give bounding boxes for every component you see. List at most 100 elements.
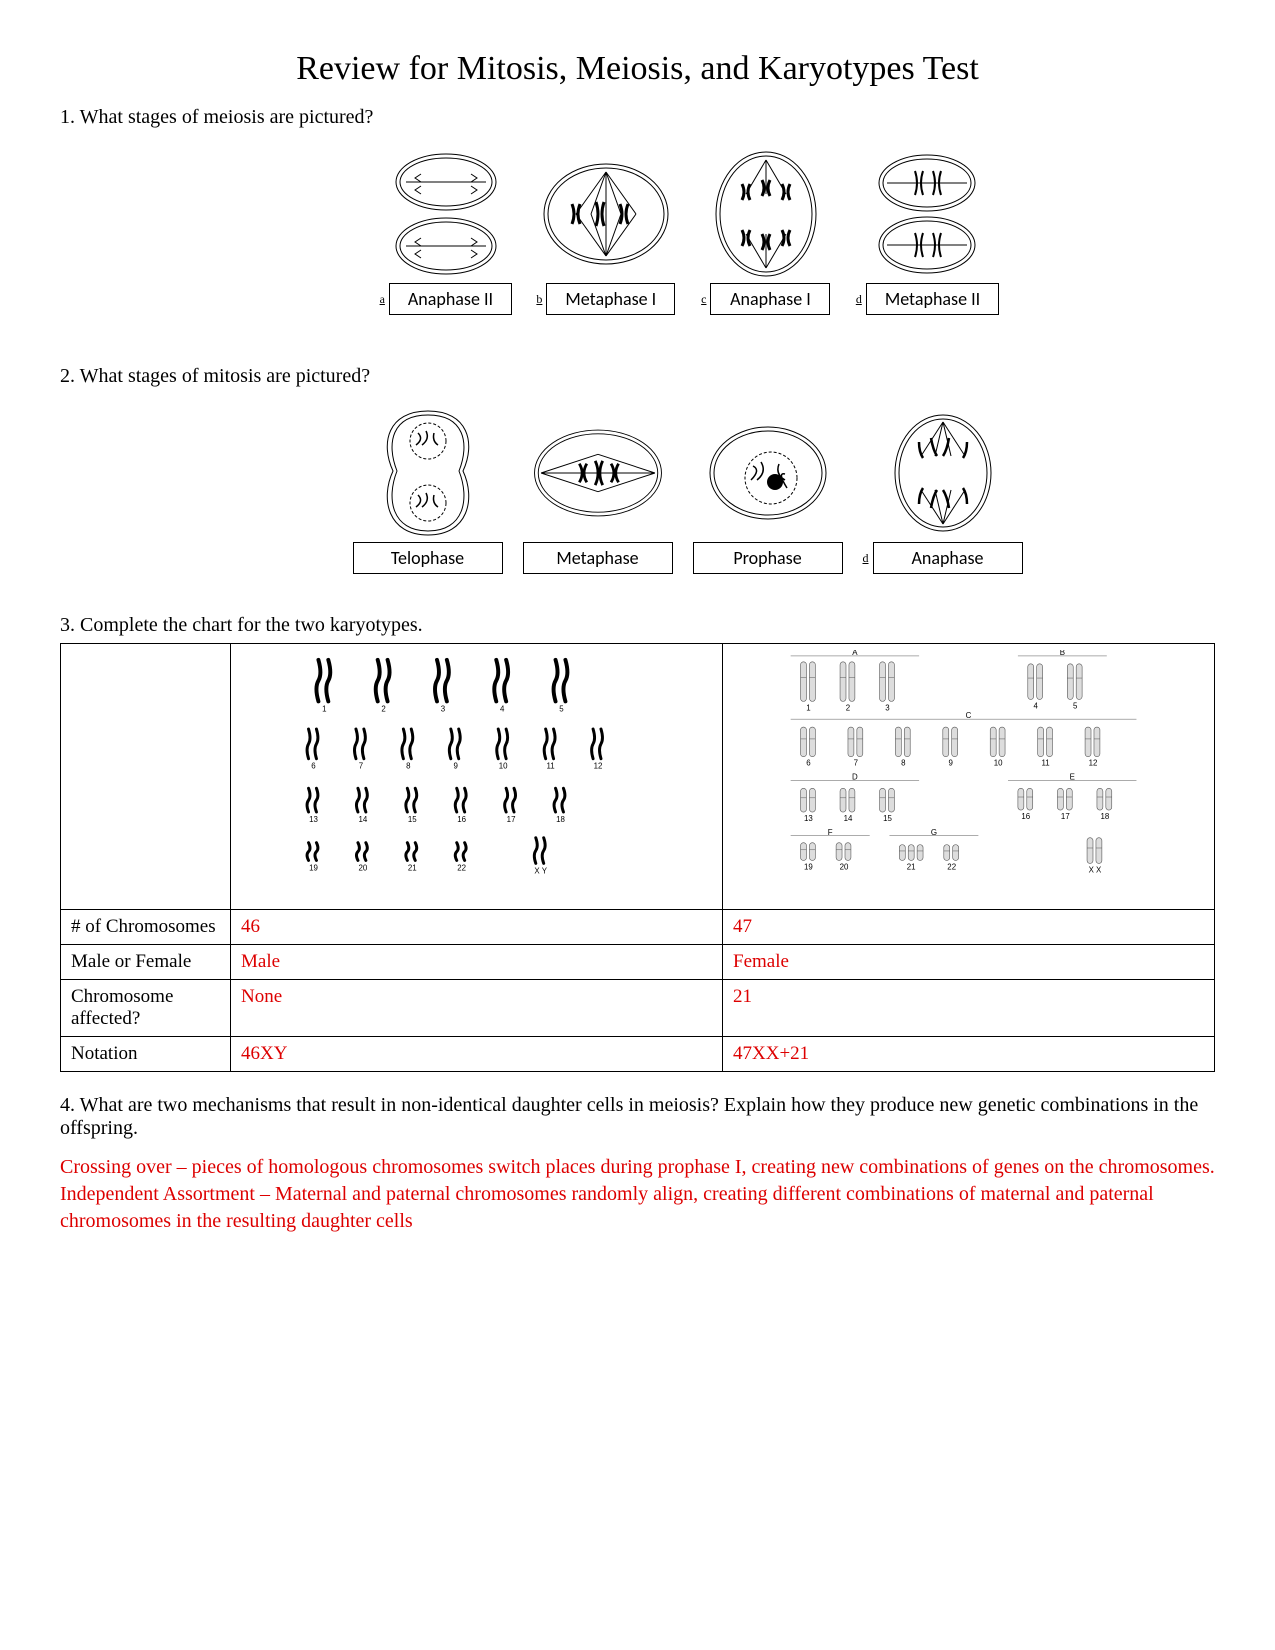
svg-text:9: 9 bbox=[949, 759, 954, 768]
q2-answer-a: Telophase bbox=[353, 542, 503, 574]
q2-answer-b: Metaphase bbox=[523, 542, 673, 574]
cell-diagram-telophase bbox=[358, 408, 498, 538]
svg-text:20: 20 bbox=[358, 863, 367, 872]
svg-text:D: D bbox=[852, 772, 858, 781]
row-label-chromcount: # of Chromosomes bbox=[61, 910, 231, 945]
svg-text:10: 10 bbox=[994, 759, 1003, 768]
karyotype-image-1: 12345678910111213141516171819202122X Y bbox=[231, 644, 723, 910]
svg-text:18: 18 bbox=[556, 815, 565, 824]
notation-1: 46XY bbox=[231, 1037, 723, 1072]
cell-diagram-metaphase2 bbox=[857, 149, 997, 279]
svg-text:X X: X X bbox=[1089, 865, 1102, 874]
svg-text:21: 21 bbox=[408, 863, 417, 872]
svg-text:10: 10 bbox=[499, 762, 508, 771]
svg-text:F: F bbox=[828, 828, 833, 837]
question-4-prompt: 4. What are two mechanisms that result i… bbox=[60, 1094, 1215, 1140]
cell-diagram-anaphase bbox=[873, 408, 1013, 538]
row-label-sex: Male or Female bbox=[61, 945, 231, 980]
svg-text:16: 16 bbox=[457, 815, 466, 824]
svg-text:21: 21 bbox=[907, 862, 916, 871]
table-row: # of Chromosomes 46 47 bbox=[61, 910, 1215, 945]
svg-text:13: 13 bbox=[309, 815, 318, 824]
svg-text:4: 4 bbox=[500, 704, 505, 713]
svg-text:2: 2 bbox=[846, 703, 850, 712]
row-label-affected: Chromosome affected? bbox=[61, 980, 231, 1037]
svg-text:5: 5 bbox=[559, 704, 564, 713]
svg-text:13: 13 bbox=[804, 814, 813, 823]
question-3-prompt: 3. Complete the chart for the two karyot… bbox=[60, 614, 1215, 637]
q1-cell-b: b Metaphase I bbox=[536, 149, 676, 315]
karyotype-image-2: 123A45B6789101112C131415D161718E1920F212… bbox=[723, 644, 1215, 910]
svg-text:12: 12 bbox=[594, 762, 603, 771]
question-1-prompt: 1. What stages of meiosis are pictured? bbox=[60, 106, 1215, 129]
karyotype2-svg: 123A45B6789101112C131415D161718E1920F212… bbox=[733, 650, 1204, 897]
table-row: Male or Female Male Female bbox=[61, 945, 1215, 980]
table-row: 12345678910111213141516171819202122X Y 1… bbox=[61, 644, 1215, 910]
sex-1: Male bbox=[231, 945, 723, 980]
svg-text:17: 17 bbox=[1061, 812, 1070, 821]
q2-cell-row: Telophase bbox=[160, 408, 1215, 574]
svg-text:B: B bbox=[1060, 650, 1065, 657]
svg-text:22: 22 bbox=[947, 862, 956, 871]
svg-text:3: 3 bbox=[441, 704, 446, 713]
svg-text:20: 20 bbox=[840, 862, 849, 871]
q1-cell-c: c Anaphase I bbox=[696, 149, 836, 315]
q1-letter-c: c bbox=[701, 292, 706, 307]
row-label-notation: Notation bbox=[61, 1037, 231, 1072]
svg-text:9: 9 bbox=[454, 762, 459, 771]
q2-cell-c: Prophase bbox=[693, 408, 843, 574]
cell-diagram-prophase bbox=[698, 408, 838, 538]
karyotype-row-header-blank bbox=[61, 644, 231, 910]
svg-text:5: 5 bbox=[1073, 701, 1078, 710]
karyotype-table: 12345678910111213141516171819202122X Y 1… bbox=[60, 643, 1215, 1072]
q2-cell-a: Telophase bbox=[353, 408, 503, 574]
q1-answer-a: Anaphase II bbox=[389, 283, 512, 315]
worksheet-page: Review for Mitosis, Meiosis, and Karyoty… bbox=[0, 0, 1275, 1285]
svg-text:1: 1 bbox=[322, 704, 326, 713]
q1-cell-a: a Anaphase II bbox=[376, 149, 516, 315]
cell-diagram-metaphase bbox=[528, 408, 668, 538]
affected-2: 21 bbox=[723, 980, 1215, 1037]
svg-text:16: 16 bbox=[1021, 812, 1030, 821]
svg-text:14: 14 bbox=[844, 814, 853, 823]
table-row: Chromosome affected? None 21 bbox=[61, 980, 1215, 1037]
svg-text:2: 2 bbox=[381, 704, 385, 713]
svg-text:18: 18 bbox=[1100, 812, 1109, 821]
svg-text:4: 4 bbox=[1033, 701, 1038, 710]
q1-answer-b: Metaphase I bbox=[546, 283, 675, 315]
svg-text:8: 8 bbox=[406, 762, 411, 771]
svg-text:C: C bbox=[966, 711, 972, 720]
cell-diagram-anaphase2 bbox=[376, 149, 516, 279]
svg-text:7: 7 bbox=[854, 759, 858, 768]
svg-text:6: 6 bbox=[311, 762, 316, 771]
q1-answer-d: Metaphase II bbox=[866, 283, 999, 315]
karyotype1-svg: 12345678910111213141516171819202122X Y bbox=[241, 650, 712, 897]
svg-text:17: 17 bbox=[507, 815, 516, 824]
question-2-prompt: 2. What stages of mitosis are pictured? bbox=[60, 365, 1215, 388]
svg-text:X Y: X Y bbox=[534, 866, 547, 875]
svg-text:1: 1 bbox=[806, 703, 810, 712]
q2-answer-c: Prophase bbox=[693, 542, 843, 574]
svg-text:22: 22 bbox=[457, 863, 466, 872]
q1-letter-b: b bbox=[536, 292, 542, 307]
q2-cell-d: d Anaphase bbox=[863, 408, 1023, 574]
question-4-answer: Crossing over – pieces of homologous chr… bbox=[60, 1154, 1215, 1235]
svg-text:G: G bbox=[931, 828, 937, 837]
svg-text:11: 11 bbox=[546, 762, 554, 771]
svg-text:11: 11 bbox=[1041, 759, 1049, 768]
svg-text:A: A bbox=[852, 650, 858, 657]
chromcount-1: 46 bbox=[231, 910, 723, 945]
q1-answer-c: Anaphase I bbox=[710, 283, 830, 315]
q1-cell-d: d Metaphase II bbox=[856, 149, 999, 315]
chromcount-2: 47 bbox=[723, 910, 1215, 945]
q2-answer-d: Anaphase bbox=[873, 542, 1023, 574]
affected-1: None bbox=[231, 980, 723, 1037]
svg-text:6: 6 bbox=[806, 759, 811, 768]
svg-text:7: 7 bbox=[359, 762, 363, 771]
q1-letter-a: a bbox=[380, 292, 385, 307]
cell-diagram-anaphase1 bbox=[696, 149, 836, 279]
svg-text:8: 8 bbox=[901, 759, 906, 768]
q1-letter-d: d bbox=[856, 292, 862, 307]
sex-2: Female bbox=[723, 945, 1215, 980]
svg-text:15: 15 bbox=[408, 815, 417, 824]
